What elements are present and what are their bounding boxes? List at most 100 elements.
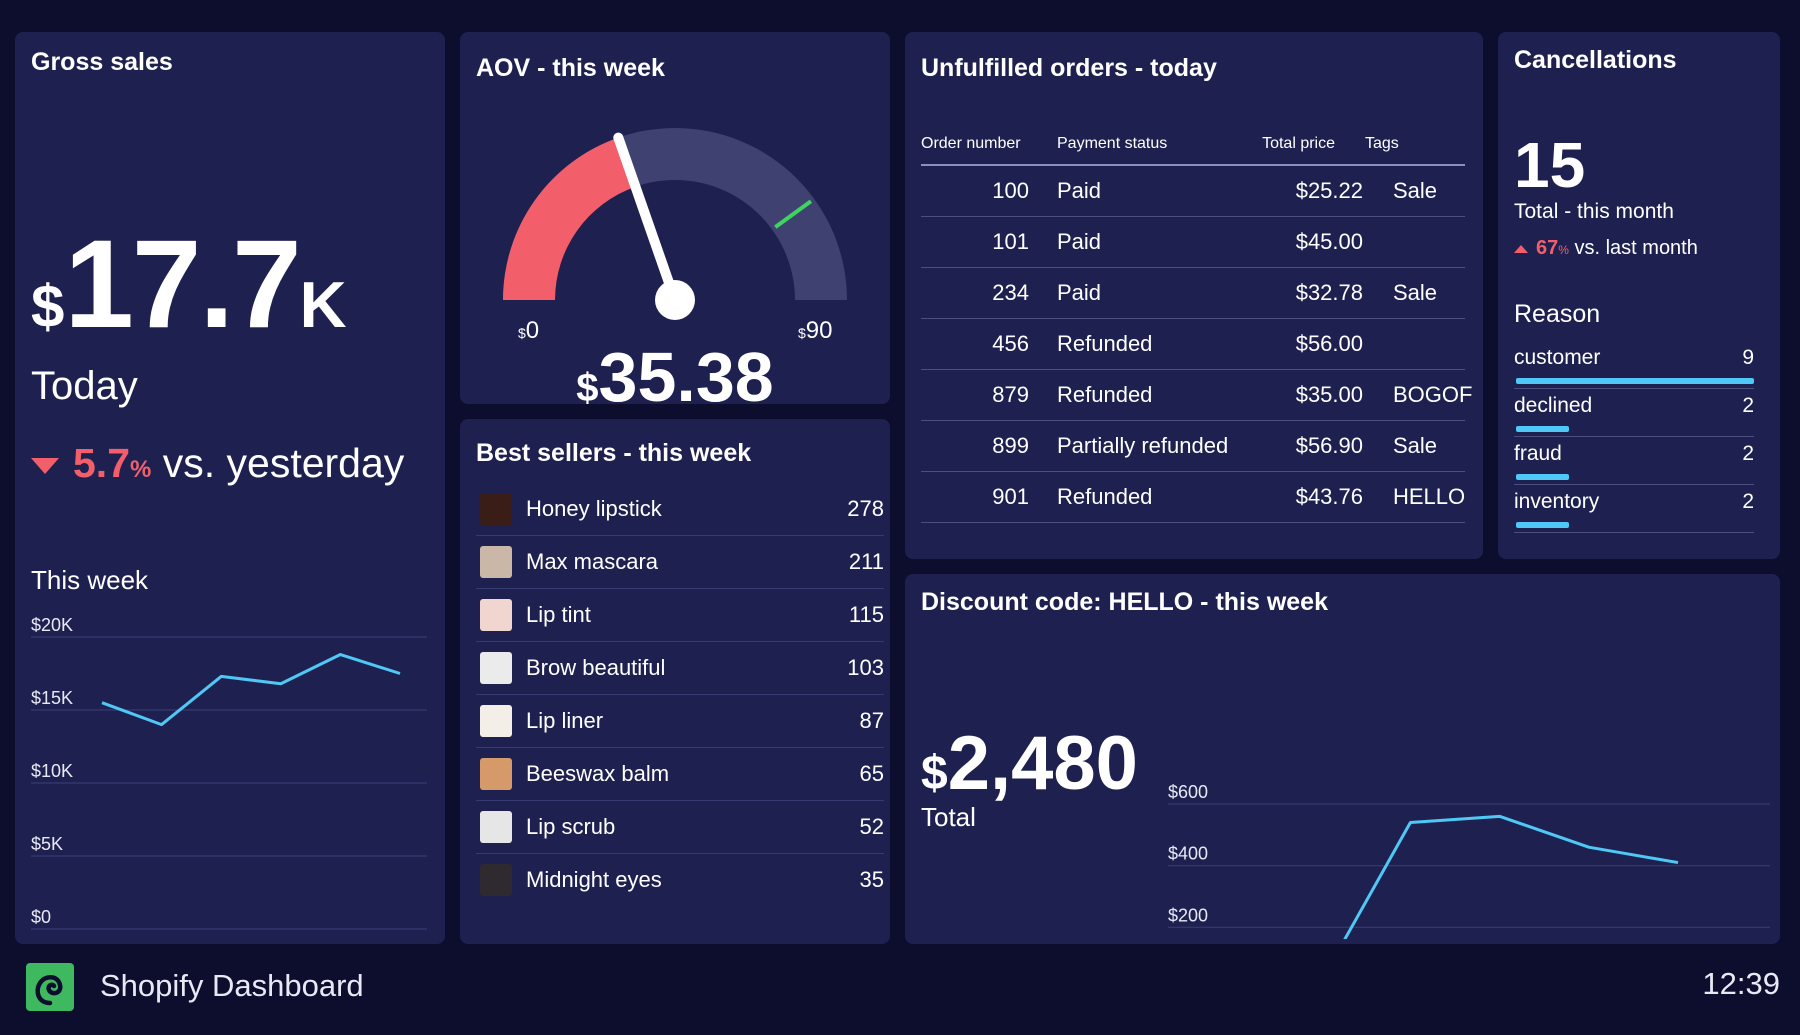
payment-status-cell: Paid bbox=[1057, 178, 1102, 203]
product-name: Brow beautiful bbox=[526, 655, 666, 680]
reason-bar bbox=[1516, 522, 1569, 528]
reason-row: fraud 2 bbox=[1514, 436, 1754, 485]
product-name: Honey lipstick bbox=[526, 496, 662, 521]
col-order-number: Order number bbox=[921, 135, 1021, 152]
gauge-max-label: $90 bbox=[798, 317, 833, 342]
col-payment-status: Payment status bbox=[1057, 135, 1168, 152]
clock: 12:39 bbox=[1702, 966, 1780, 1001]
total-price-cell: $45.00 bbox=[1295, 229, 1363, 254]
order-number-cell: 100 bbox=[992, 178, 1029, 203]
table-row: 899 Partially refunded $56.90 Sale bbox=[921, 421, 1465, 472]
y-tick-label: $200 bbox=[1168, 905, 1208, 925]
product-thumbnail bbox=[480, 705, 512, 737]
gross-week-label: This week bbox=[31, 565, 149, 595]
best-seller-row: Honey lipstick 278 bbox=[476, 483, 884, 536]
arrow-down-icon bbox=[31, 458, 59, 475]
discount-total-value: $2,480 bbox=[921, 721, 1138, 806]
discount-chart: $600$400$200$01 Feb2 Feb3 Feb4 Feb5 Feb6… bbox=[1168, 782, 1770, 939]
y-tick-label: $20K bbox=[31, 615, 73, 635]
cancellations-total: 15 bbox=[1514, 129, 1586, 201]
best-seller-row: Max mascara 211 bbox=[476, 536, 884, 589]
cancellations-total-label: Total - this month bbox=[1514, 200, 1674, 223]
payment-status-cell: Refunded bbox=[1057, 331, 1153, 356]
product-thumbnail bbox=[480, 811, 512, 843]
reason-count: 2 bbox=[1742, 442, 1754, 465]
product-name: Beeswax balm bbox=[526, 761, 670, 786]
product-count: 278 bbox=[847, 496, 884, 521]
table-row: 101 Paid $45.00 bbox=[921, 217, 1465, 268]
product-name: Lip scrub bbox=[526, 814, 616, 839]
payment-status-cell: Partially refunded bbox=[1057, 433, 1229, 458]
table-row: 234 Paid $32.78 Sale bbox=[921, 268, 1465, 319]
order-number-cell: 879 bbox=[992, 382, 1029, 407]
cancellations-panel: Cancellations 15 Total - this month 67% … bbox=[1498, 32, 1780, 559]
col-tags: Tags bbox=[1365, 135, 1399, 152]
discount-panel: Discount code: HELLO - this week $2,480 … bbox=[905, 574, 1780, 944]
table-row: 100 Paid $25.22 Sale bbox=[921, 166, 1465, 217]
gross-sales-change: 5.7% vs. yesterday bbox=[31, 440, 404, 487]
product-count: 87 bbox=[859, 708, 884, 733]
payment-status-cell: Paid bbox=[1057, 229, 1102, 254]
gauge-fill bbox=[503, 137, 636, 300]
y-tick-label: $10K bbox=[31, 761, 73, 781]
reason-count: 9 bbox=[1742, 346, 1754, 369]
reason-count: 2 bbox=[1742, 394, 1754, 417]
gross-sales-period: Today bbox=[31, 364, 138, 408]
gauge-needle bbox=[613, 132, 680, 305]
total-price-cell: $43.76 bbox=[1295, 484, 1363, 509]
gauge-needle-hub bbox=[655, 280, 695, 320]
order-number-cell: 234 bbox=[992, 280, 1029, 305]
total-price-cell: $32.78 bbox=[1295, 280, 1363, 305]
tags-cell: Sale bbox=[1393, 178, 1438, 203]
best-seller-row: Midnight eyes 35 bbox=[476, 854, 884, 906]
product-count: 52 bbox=[859, 814, 884, 839]
best-seller-row: Lip tint 115 bbox=[476, 589, 884, 642]
best-seller-row: Lip liner 87 bbox=[476, 695, 884, 748]
reason-label: fraud bbox=[1514, 442, 1562, 465]
product-thumbnail bbox=[480, 599, 512, 631]
y-tick-label: $600 bbox=[1168, 782, 1208, 802]
product-thumbnail bbox=[480, 758, 512, 790]
y-tick-label: $0 bbox=[31, 907, 51, 927]
payment-status-cell: Refunded bbox=[1057, 484, 1153, 509]
best-seller-row: Beeswax balm 65 bbox=[476, 748, 884, 801]
total-price-cell: $25.22 bbox=[1295, 178, 1363, 203]
discount-total-label: Total bbox=[921, 802, 976, 832]
geckoboard-logo-icon bbox=[26, 963, 74, 1011]
product-thumbnail bbox=[480, 546, 512, 578]
gross-sales-chart: $20K$15K$10K$5K$01 Feb3 Feb5 Feb bbox=[31, 615, 427, 930]
reason-row: inventory 2 bbox=[1514, 484, 1754, 533]
product-count: 115 bbox=[848, 602, 884, 627]
reason-bar bbox=[1516, 426, 1569, 432]
dashboard-title: Shopify Dashboard bbox=[100, 968, 364, 1003]
table-row: 879 Refunded $35.00 BOGOF bbox=[921, 370, 1472, 421]
order-number-cell: 899 bbox=[992, 433, 1029, 458]
gross-sales-panel: Gross sales $17.7K Today 5.7% vs. yester… bbox=[15, 32, 445, 944]
gross-sales-title: Gross sales bbox=[31, 48, 173, 76]
reason-bar bbox=[1516, 474, 1569, 480]
y-tick-label: $5K bbox=[31, 834, 63, 854]
gauge-target-marker bbox=[774, 199, 813, 229]
arrow-up-icon bbox=[1514, 244, 1528, 253]
product-count: 35 bbox=[859, 867, 884, 892]
tags-cell: Sale bbox=[1393, 433, 1438, 458]
total-price-cell: $56.00 bbox=[1295, 331, 1363, 356]
product-thumbnail bbox=[480, 652, 512, 684]
series-line bbox=[101, 653, 401, 727]
best-sellers-title: Best sellers - this week bbox=[476, 439, 752, 467]
gross-sales-value: $17.7K bbox=[31, 215, 347, 354]
reason-count: 2 bbox=[1742, 490, 1754, 513]
reason-label: inventory bbox=[1514, 490, 1600, 513]
reason-row: customer 9 bbox=[1514, 340, 1754, 389]
order-number-cell: 101 bbox=[992, 229, 1029, 254]
tags-cell: Sale bbox=[1393, 280, 1438, 305]
aov-title: AOV - this week bbox=[476, 54, 665, 82]
reason-bar bbox=[1516, 378, 1754, 384]
unfulfilled-orders-panel: Unfulfilled orders - today Order number … bbox=[905, 32, 1483, 559]
payment-status-cell: Paid bbox=[1057, 280, 1102, 305]
reason-label: declined bbox=[1514, 394, 1593, 417]
product-count: 65 bbox=[859, 761, 884, 786]
product-thumbnail bbox=[480, 493, 512, 525]
gauge-min-label: $0 bbox=[518, 317, 539, 342]
series-line bbox=[1343, 814, 1679, 939]
